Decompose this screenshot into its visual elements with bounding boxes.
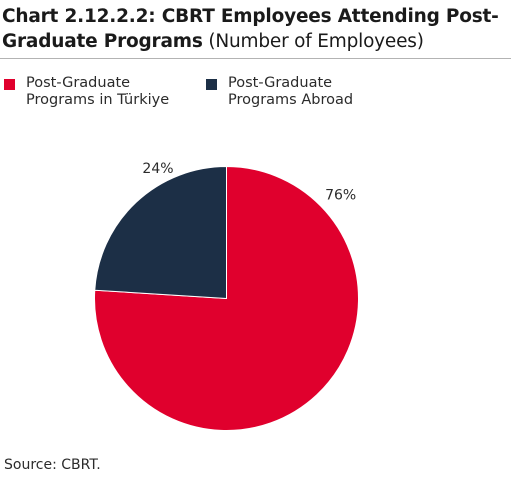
legend-item-turkiye: Post-Graduate Programs in Türkiye <box>4 75 176 109</box>
legend-label-abroad: Post-Graduate Programs Abroad <box>228 75 354 108</box>
pie-slice-turkiye <box>94 165 359 431</box>
pie-slice-abroad <box>94 165 227 300</box>
chart-title-unit: (Number of Employees) <box>208 31 424 52</box>
legend-swatch-turkiye <box>4 79 15 90</box>
pie-label-turkiye: 76% <box>325 187 356 203</box>
pie-label-abroad: 24% <box>142 161 173 177</box>
chart-title: Chart 2.12.2.2: CBRT Employees Attending… <box>2 4 507 54</box>
legend-item-abroad: Post-Graduate Programs Abroad <box>206 75 378 109</box>
legend-label-turkiye: Post-Graduate Programs in Türkiye <box>26 75 170 108</box>
source-note: Source: CBRT. <box>4 457 101 473</box>
legend-swatch-abroad <box>206 79 217 90</box>
chart-title-main: Chart 2.12.2.2: CBRT Employees Attending… <box>2 6 499 52</box>
title-divider <box>0 58 511 59</box>
